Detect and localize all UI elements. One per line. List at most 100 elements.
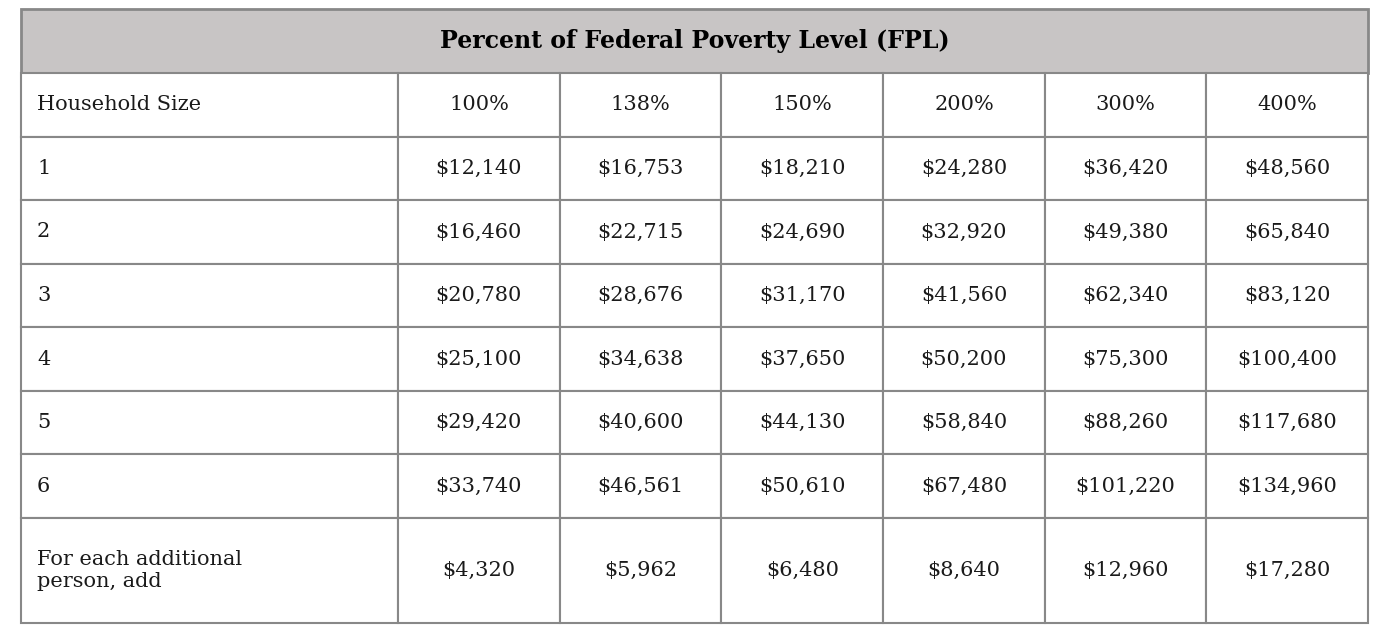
Bar: [1207, 391, 1368, 455]
Bar: [21, 391, 399, 455]
Text: $29,420: $29,420: [436, 413, 522, 432]
Bar: [721, 327, 883, 391]
Text: $65,840: $65,840: [1245, 223, 1331, 242]
Bar: [1045, 518, 1207, 623]
Text: $117,680: $117,680: [1238, 413, 1338, 432]
Text: $24,280: $24,280: [921, 159, 1007, 178]
Bar: [1045, 391, 1207, 455]
Text: $4,320: $4,320: [442, 561, 515, 580]
Text: $67,480: $67,480: [921, 477, 1007, 496]
Bar: [721, 264, 883, 327]
Bar: [1045, 200, 1207, 264]
Text: $34,638: $34,638: [597, 350, 683, 369]
Text: $46,561: $46,561: [597, 477, 683, 496]
Text: 3: 3: [38, 286, 50, 305]
Text: $18,210: $18,210: [758, 159, 846, 178]
Bar: [21, 73, 399, 136]
Bar: [721, 518, 883, 623]
Text: 2: 2: [38, 223, 50, 242]
Text: 100%: 100%: [449, 96, 508, 114]
Text: 138%: 138%: [611, 96, 671, 114]
Text: $37,650: $37,650: [760, 350, 846, 369]
Text: $62,340: $62,340: [1082, 286, 1168, 305]
Text: $41,560: $41,560: [921, 286, 1007, 305]
Bar: [560, 327, 721, 391]
Bar: [560, 391, 721, 455]
Bar: [1045, 264, 1207, 327]
Bar: [1045, 136, 1207, 200]
Text: 1: 1: [38, 159, 50, 178]
Bar: [1207, 264, 1368, 327]
Bar: [399, 518, 560, 623]
Text: $24,690: $24,690: [760, 223, 846, 242]
Bar: [721, 455, 883, 518]
Text: $16,460: $16,460: [436, 223, 522, 242]
Bar: [1207, 455, 1368, 518]
Bar: [1207, 73, 1368, 136]
Text: $48,560: $48,560: [1245, 159, 1331, 178]
Text: Percent of Federal Poverty Level (FPL): Percent of Federal Poverty Level (FPL): [440, 29, 949, 53]
Text: $8,640: $8,640: [928, 561, 1000, 580]
Text: $12,140: $12,140: [436, 159, 522, 178]
Bar: [21, 518, 399, 623]
Bar: [721, 200, 883, 264]
Text: $50,200: $50,200: [921, 350, 1007, 369]
Bar: [721, 73, 883, 136]
Bar: [399, 136, 560, 200]
Text: $6,480: $6,480: [765, 561, 839, 580]
Text: $20,780: $20,780: [436, 286, 522, 305]
Bar: [399, 455, 560, 518]
Bar: [883, 200, 1045, 264]
Text: $28,676: $28,676: [597, 286, 683, 305]
Bar: [883, 264, 1045, 327]
Text: $88,260: $88,260: [1082, 413, 1168, 432]
Bar: [883, 455, 1045, 518]
Bar: [1045, 455, 1207, 518]
Bar: [1045, 327, 1207, 391]
Text: $83,120: $83,120: [1245, 286, 1331, 305]
Text: Household Size: Household Size: [38, 96, 201, 114]
Bar: [883, 391, 1045, 455]
Text: 6: 6: [38, 477, 50, 496]
Bar: [1045, 73, 1207, 136]
Text: $32,920: $32,920: [921, 223, 1007, 242]
Bar: [883, 327, 1045, 391]
Bar: [560, 264, 721, 327]
Bar: [721, 136, 883, 200]
Text: $40,600: $40,600: [597, 413, 683, 432]
Text: $17,280: $17,280: [1245, 561, 1331, 580]
Bar: [560, 200, 721, 264]
Bar: [1207, 200, 1368, 264]
Text: 4: 4: [38, 350, 50, 369]
Text: 400%: 400%: [1257, 96, 1317, 114]
Bar: [399, 391, 560, 455]
Text: $134,960: $134,960: [1238, 477, 1338, 496]
Bar: [21, 327, 399, 391]
Bar: [560, 518, 721, 623]
Bar: [883, 518, 1045, 623]
Text: $16,753: $16,753: [597, 159, 683, 178]
Bar: [560, 455, 721, 518]
Bar: [560, 136, 721, 200]
Bar: [1207, 136, 1368, 200]
Text: 150%: 150%: [772, 96, 832, 114]
Text: $58,840: $58,840: [921, 413, 1007, 432]
Bar: [721, 391, 883, 455]
Text: $50,610: $50,610: [758, 477, 846, 496]
Text: $49,380: $49,380: [1082, 223, 1170, 242]
Text: $5,962: $5,962: [604, 561, 676, 580]
Text: $31,170: $31,170: [758, 286, 846, 305]
Text: $101,220: $101,220: [1075, 477, 1175, 496]
Bar: [1207, 327, 1368, 391]
Bar: [399, 73, 560, 136]
Bar: [399, 264, 560, 327]
Text: 200%: 200%: [933, 96, 995, 114]
Text: $22,715: $22,715: [597, 223, 683, 242]
Bar: [1207, 518, 1368, 623]
Bar: [883, 136, 1045, 200]
Bar: [21, 455, 399, 518]
Bar: [21, 9, 1368, 73]
Bar: [21, 264, 399, 327]
Text: 300%: 300%: [1096, 96, 1156, 114]
Bar: [399, 200, 560, 264]
